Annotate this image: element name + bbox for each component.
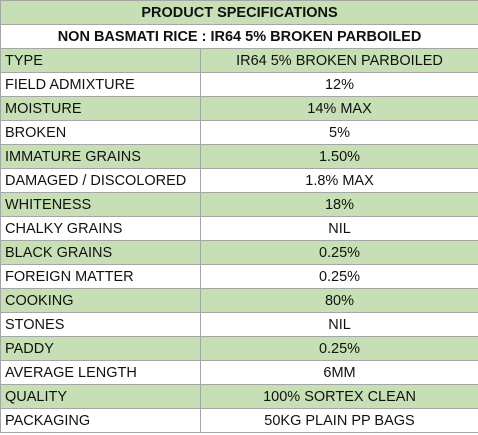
param-cell: AVERAGE LENGTH bbox=[0, 360, 201, 385]
table-row: WHITENESS 18% bbox=[0, 192, 478, 217]
param-cell: FIELD ADMIXTURE bbox=[0, 72, 201, 97]
param-cell: BLACK GRAINS bbox=[0, 240, 201, 265]
param-cell: PADDY bbox=[0, 336, 201, 361]
param-cell: MOISTURE bbox=[0, 96, 201, 121]
param-cell: STONES bbox=[0, 312, 201, 337]
param-cell: CHALKY GRAINS bbox=[0, 216, 201, 241]
table-row: BLACK GRAINS 0.25% bbox=[0, 240, 478, 265]
table-row: STONES NIL bbox=[0, 312, 478, 337]
table-row: FIELD ADMIXTURE 12% bbox=[0, 72, 478, 97]
value-cell: IR64 5% BROKEN PARBOILED bbox=[199, 48, 478, 73]
value-cell: 0.25% bbox=[199, 240, 478, 265]
table-row: IMMATURE GRAINS 1.50% bbox=[0, 144, 478, 169]
table-row: FOREIGN MATTER 0.25% bbox=[0, 264, 478, 289]
param-cell: FOREIGN MATTER bbox=[0, 264, 201, 289]
value-cell: 6MM bbox=[199, 360, 478, 385]
value-cell: NIL bbox=[199, 312, 478, 337]
table-row: BROKEN 5% bbox=[0, 120, 478, 145]
value-cell: 1.8% MAX bbox=[199, 168, 478, 193]
subtitle-row: NON BASMATI RICE : IR64 5% BROKEN PARBOI… bbox=[0, 24, 478, 49]
table-row: QUALITY 100% SORTEX CLEAN bbox=[0, 384, 478, 409]
value-cell: 50KG PLAIN PP BAGS bbox=[199, 408, 478, 433]
value-cell: 80% bbox=[199, 288, 478, 313]
table-row: COOKING 80% bbox=[0, 288, 478, 313]
table-title: PRODUCT SPECIFICATIONS bbox=[0, 0, 478, 25]
param-cell: IMMATURE GRAINS bbox=[0, 144, 201, 169]
value-cell: 5% bbox=[199, 120, 478, 145]
param-cell: QUALITY bbox=[0, 384, 201, 409]
value-cell: NIL bbox=[199, 216, 478, 241]
value-cell: 12% bbox=[199, 72, 478, 97]
value-cell: 0.25% bbox=[199, 264, 478, 289]
table-row: PACKAGING 50KG PLAIN PP BAGS bbox=[0, 408, 478, 433]
param-cell: WHITENESS bbox=[0, 192, 201, 217]
table-row: PADDY 0.25% bbox=[0, 336, 478, 361]
param-cell: TYPE bbox=[0, 48, 201, 73]
table-row: AVERAGE LENGTH 6MM bbox=[0, 360, 478, 385]
param-cell: PACKAGING bbox=[0, 408, 201, 433]
value-cell: 14% MAX bbox=[199, 96, 478, 121]
param-cell: BROKEN bbox=[0, 120, 201, 145]
value-cell: 18% bbox=[199, 192, 478, 217]
value-cell: 100% SORTEX CLEAN bbox=[199, 384, 478, 409]
title-row: PRODUCT SPECIFICATIONS bbox=[0, 0, 478, 25]
table-row: DAMAGED / DISCOLORED 1.8% MAX bbox=[0, 168, 478, 193]
table-row: CHALKY GRAINS NIL bbox=[0, 216, 478, 241]
value-cell: 1.50% bbox=[199, 144, 478, 169]
table-row: TYPE IR64 5% BROKEN PARBOILED bbox=[0, 48, 478, 73]
table-row: MOISTURE 14% MAX bbox=[0, 96, 478, 121]
param-cell: COOKING bbox=[0, 288, 201, 313]
param-cell: DAMAGED / DISCOLORED bbox=[0, 168, 201, 193]
value-cell: 0.25% bbox=[199, 336, 478, 361]
table-subtitle: NON BASMATI RICE : IR64 5% BROKEN PARBOI… bbox=[0, 24, 478, 49]
